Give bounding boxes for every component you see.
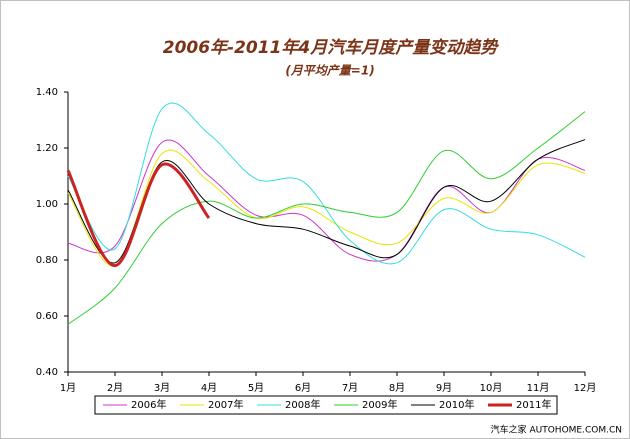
y-tick-label: 0.60 [36,311,58,322]
x-tick-label: 12月 [574,382,597,394]
x-tick-label: 7月 [342,382,358,394]
line-series [67,149,586,267]
legend-label: 2010年 [439,398,474,411]
x-tick-label: 3月 [154,382,170,394]
y-tick-label: 1.20 [36,143,58,154]
y-tick-label: 0.40 [36,367,58,378]
legend-label: 2006年 [131,398,166,411]
x-tick-label: 9月 [436,382,452,394]
x-tick-label: 1月 [60,382,76,394]
legend-label: 2007年 [208,398,243,411]
line-series [67,111,586,325]
y-tick-label: 0.80 [36,255,58,266]
y-tick-label: 1.40 [36,87,58,98]
legend-label: 2008年 [285,398,320,411]
chart-title: 2006年-2011年4月汽车月度产量变动趋势 [163,38,500,58]
x-tick-label: 6月 [295,382,311,394]
legend-label: 2011年 [516,398,551,411]
legend-box [94,395,558,415]
line-series [66,162,211,268]
footer: 汽车之家 AUTOHOME.COM.CN [491,424,622,436]
x-tick-label: 11月 [527,382,550,394]
line-series [67,102,586,265]
x-tick-label: 2月 [107,382,123,394]
chart-subtitle: (月平均产量=1) [285,64,374,78]
x-tick-label: 4月 [201,382,217,394]
x-tick-label: 10月 [480,382,503,394]
x-tick-label: 5月 [248,382,264,394]
y-tick-label: 1.00 [36,199,58,210]
legend-label: 2009年 [362,398,397,411]
x-tick-label: 8月 [389,382,405,394]
